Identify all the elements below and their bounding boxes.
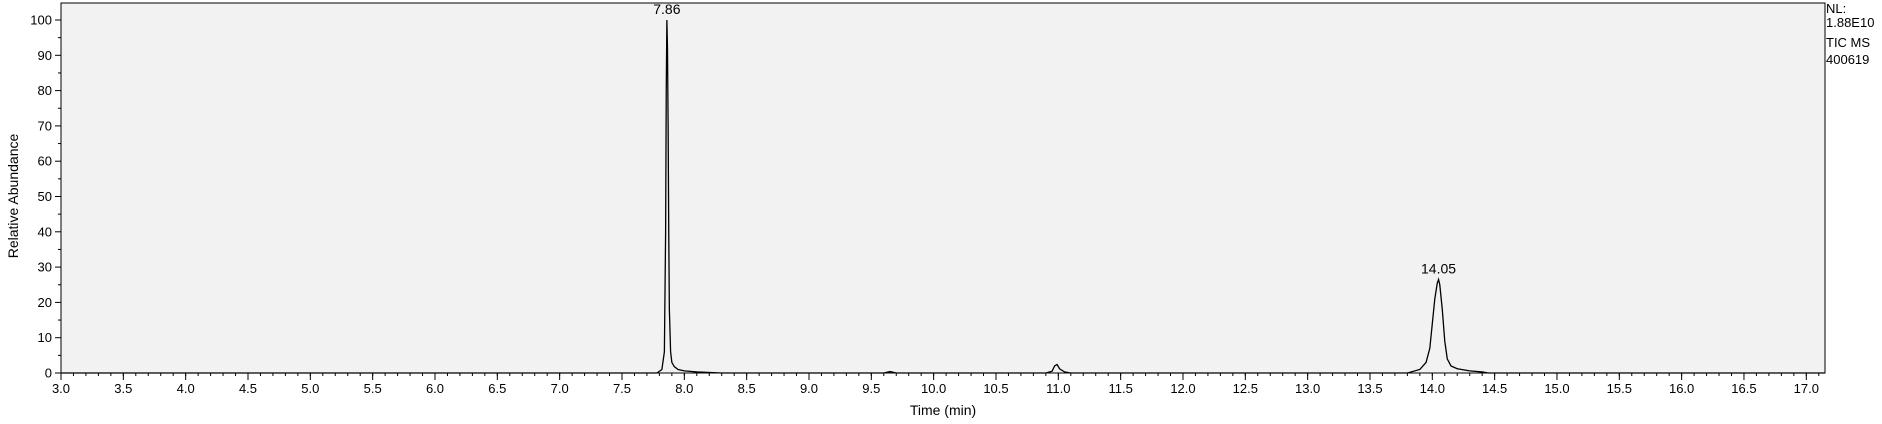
peak-label: 14.05: [1421, 260, 1456, 276]
x-tick-label: 10.0: [921, 381, 946, 396]
x-tick-label: 15.5: [1607, 381, 1632, 396]
x-tick-label: 13.5: [1357, 381, 1382, 396]
x-tick-label: 11.5: [1108, 381, 1132, 396]
x-tick-label: 3.5: [114, 381, 132, 396]
y-tick-label: 60: [38, 154, 52, 169]
x-tick-label: 16.5: [1731, 381, 1756, 396]
x-tick-label: 12.0: [1170, 381, 1195, 396]
nl-value: 1.88E10: [1826, 15, 1874, 30]
y-tick-label: 100: [30, 13, 52, 28]
x-tick-label: 8.5: [738, 381, 756, 396]
x-tick-label: 14.5: [1482, 381, 1507, 396]
x-tick-label: 10.5: [983, 381, 1008, 396]
x-tick-label: 9.5: [862, 381, 880, 396]
plot-area: [60, 2, 1826, 374]
x-tick-label: 7.0: [551, 381, 569, 396]
x-tick-label: 5.0: [301, 381, 319, 396]
y-tick-label: 90: [38, 48, 52, 63]
scan-type: TIC MS: [1826, 35, 1870, 50]
y-tick-label: 80: [38, 83, 52, 98]
x-tick-label: 4.0: [177, 381, 195, 396]
y-axis: 0 10 20 30 40 50 60 70 80 90 100: [30, 13, 61, 381]
y-tick-label: 10: [38, 330, 52, 345]
x-axis: 3.0 3.5 4.0 4.5 5.0 5.5 6.0 6.5 7.0 7.5 8.0 8.5 9.0 9…: [52, 373, 1820, 396]
y-tick-label: 30: [38, 260, 52, 275]
x-tick-label: 6.0: [426, 381, 444, 396]
x-tick-label: 3.0: [52, 381, 70, 396]
x-tick-label: 13.0: [1295, 381, 1320, 396]
y-axis-title: Relative Abundance: [5, 134, 21, 259]
x-tick-label: 17.0: [1794, 381, 1819, 396]
y-tick-label: 0: [45, 366, 52, 381]
x-tick-label: 5.5: [364, 381, 382, 396]
y-tick-label: 40: [38, 224, 52, 239]
x-tick-label: 14.0: [1420, 381, 1445, 396]
y-tick-label: 70: [38, 118, 52, 133]
x-tick-label: 8.0: [675, 381, 693, 396]
x-tick-label: 16.0: [1669, 381, 1694, 396]
x-tick-label: 11.0: [1046, 381, 1070, 396]
x-tick-label: 15.0: [1544, 381, 1569, 396]
tic-trace: [61, 19, 1825, 374]
y-tick-label: 20: [38, 295, 52, 310]
peak-label: 7.86: [653, 1, 680, 17]
y-tick-label: 50: [38, 189, 52, 204]
sample-id: 400619: [1826, 52, 1869, 67]
x-tick-label: 4.5: [239, 381, 257, 396]
x-tick-label: 6.5: [488, 381, 506, 396]
x-tick-label: 7.5: [613, 381, 631, 396]
x-tick-label: 12.5: [1233, 381, 1258, 396]
nl-label: NL:: [1826, 1, 1846, 16]
x-tick-label: 9.0: [800, 381, 818, 396]
x-axis-title: Time (min): [910, 402, 976, 418]
peak-labels: 7.86 14.05: [653, 1, 1456, 276]
